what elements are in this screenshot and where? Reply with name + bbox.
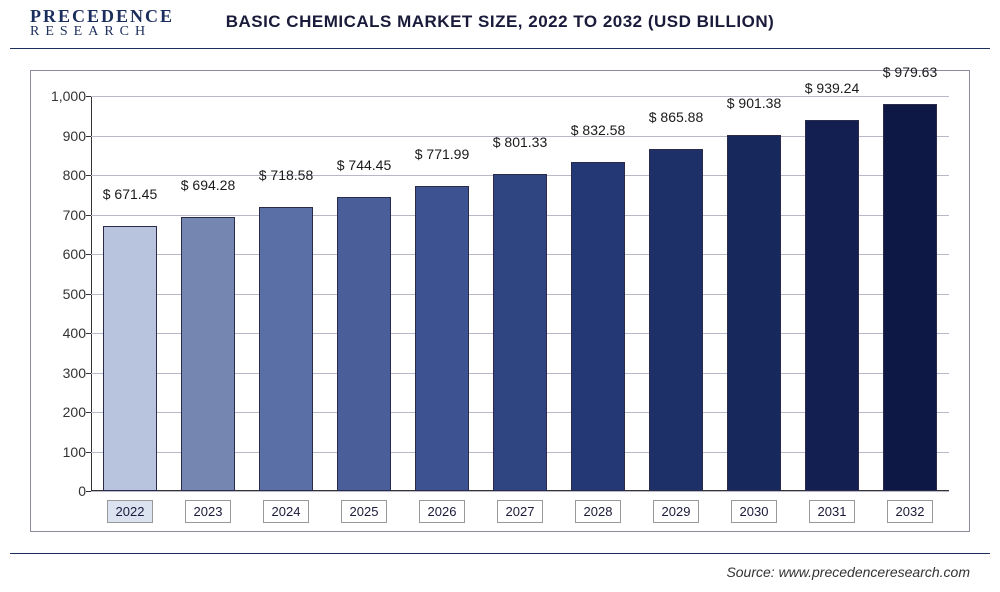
x-label-box: 2026	[403, 500, 481, 523]
bar-value-label: $ 865.88	[649, 109, 704, 129]
y-tick-label: 0	[41, 483, 86, 499]
bar-value-label: $ 671.45	[103, 186, 158, 206]
y-tick-label: 300	[41, 365, 86, 381]
x-label: 2027	[497, 500, 544, 523]
y-tick-label: 900	[41, 128, 86, 144]
chart-title: BASIC CHEMICALS MARKET SIZE, 2022 TO 203…	[226, 12, 775, 31]
bar-slot: $ 939.24	[793, 96, 871, 491]
bar	[805, 120, 860, 491]
x-label: 2030	[731, 500, 778, 523]
grid-line	[91, 491, 949, 492]
x-label-box: 2023	[169, 500, 247, 523]
x-label-box: 2028	[559, 500, 637, 523]
y-tick-label: 400	[41, 325, 86, 341]
y-tick-mark	[86, 491, 91, 492]
y-tick-label: 1,000	[41, 88, 86, 104]
bar-value-label: $ 979.63	[883, 64, 938, 84]
bar-slot: $ 694.28	[169, 96, 247, 491]
bar	[649, 149, 704, 491]
x-label: 2026	[419, 500, 466, 523]
x-label-box: 2032	[871, 500, 949, 523]
x-label-box: 2025	[325, 500, 403, 523]
bar	[415, 186, 470, 491]
bar-value-label: $ 694.28	[181, 177, 236, 197]
bar	[883, 104, 938, 491]
y-tick-label: 600	[41, 246, 86, 262]
plot-area: 01002003004005006007008009001,000 $ 671.…	[91, 96, 949, 491]
y-tick-label: 500	[41, 286, 86, 302]
source-text: Source: www.precedenceresearch.com	[726, 564, 970, 580]
x-label-box: 2030	[715, 500, 793, 523]
bar-slot: $ 671.45	[91, 96, 169, 491]
bar-slot: $ 979.63	[871, 96, 949, 491]
y-tick-label: 200	[41, 404, 86, 420]
x-label: 2029	[653, 500, 700, 523]
x-labels-row: 2022 2023 2024 2025 2026 2027 2028 2029 2030 2031…	[91, 500, 949, 523]
x-label-box: 2029	[637, 500, 715, 523]
bar-value-label: $ 744.45	[337, 157, 392, 177]
bars-row: $ 671.45 $ 694.28 $ 718.58 $ 744.45 $ 771.99…	[91, 96, 949, 491]
x-label: 2022	[107, 500, 154, 523]
bar-value-label: $ 771.99	[415, 146, 470, 166]
divider-top	[10, 48, 990, 49]
bar	[571, 162, 626, 491]
y-tick-label: 700	[41, 207, 86, 223]
x-label: 2031	[809, 500, 856, 523]
bar-value-label: $ 718.58	[259, 167, 314, 187]
bar-slot: $ 801.33	[481, 96, 559, 491]
bar	[259, 207, 314, 491]
bar	[337, 197, 392, 491]
bar-slot: $ 901.38	[715, 96, 793, 491]
bar-slot: $ 771.99	[403, 96, 481, 491]
bar-slot: $ 865.88	[637, 96, 715, 491]
x-label: 2028	[575, 500, 622, 523]
bar	[181, 217, 236, 491]
x-label-box: 2031	[793, 500, 871, 523]
bar-slot: $ 744.45	[325, 96, 403, 491]
bar	[493, 174, 548, 491]
x-label: 2025	[341, 500, 388, 523]
x-label: 2032	[887, 500, 934, 523]
bar-slot: $ 832.58	[559, 96, 637, 491]
y-tick-label: 800	[41, 167, 86, 183]
bar	[727, 135, 782, 491]
title-bar: BASIC CHEMICALS MARKET SIZE, 2022 TO 203…	[0, 12, 1000, 32]
x-label-box: 2024	[247, 500, 325, 523]
y-tick-label: 100	[41, 444, 86, 460]
x-label-box: 2022	[91, 500, 169, 523]
bar-value-label: $ 939.24	[805, 80, 860, 100]
x-label-box: 2027	[481, 500, 559, 523]
bar-slot: $ 718.58	[247, 96, 325, 491]
x-label: 2023	[185, 500, 232, 523]
bar-value-label: $ 901.38	[727, 95, 782, 115]
chart-container: 0 100 200 300 400 500 600 700 800 900 1,000 $ 671.…	[30, 70, 970, 532]
bar-value-label: $ 832.58	[571, 122, 626, 142]
bar-value-label: $ 801.33	[493, 134, 548, 154]
divider-bottom	[10, 553, 990, 554]
x-label: 2024	[263, 500, 310, 523]
bar	[103, 226, 158, 491]
